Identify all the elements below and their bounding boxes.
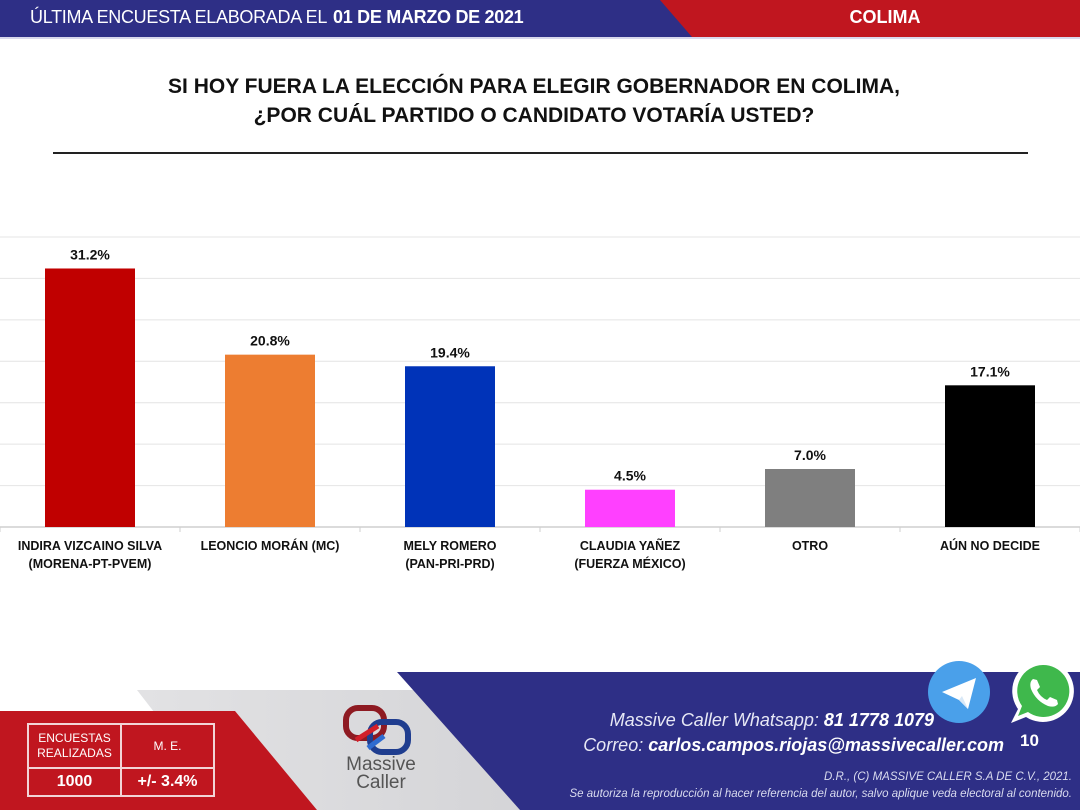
whatsapp-contact: Massive Caller Whatsapp: 81 1778 1079 [610,710,934,731]
header-divider [0,37,1080,39]
category-label: OTRO [792,539,828,553]
surveys-value: 1000 [27,767,122,797]
bar [945,385,1035,527]
header-state-panel [660,0,1080,37]
state-name: COLIMA [849,7,921,27]
bar-value-label: 4.5% [614,468,646,484]
bar [585,489,675,527]
whatsapp-label: Massive Caller Whatsapp: [609,710,819,730]
category-label: INDIRA VIZCAINO SILVA [18,539,162,553]
category-label: CLAUDIA YAÑEZ [580,538,681,553]
email-contact: Correo: carlos.campos.riojas@massivecall… [583,735,1004,756]
surveys-header-line-1: ENCUESTAS [38,731,111,745]
brand-name-line-1: Massive [346,754,416,775]
moe-value: +/- 3.4% [120,767,215,797]
brand-name-line-2: Caller [356,772,406,793]
bar-value-label: 20.8% [250,333,290,349]
survey-date-label: ÚLTIMA ENCUESTA ELABORADA EL 01 DE MARZO … [30,7,524,28]
whatsapp-icon[interactable] [1006,655,1080,729]
category-label: (PAN-PRI-PRD) [405,557,494,571]
whatsapp-number[interactable]: 81 1778 1079 [823,710,934,730]
category-labels: INDIRA VIZCAINO SILVA (MORENA-PT-PVEM) LEO… [18,538,1040,571]
bar [765,469,855,527]
telegram-icon[interactable] [926,659,992,725]
bar [225,354,315,527]
bar [45,268,135,527]
chart-title-line-2: ¿POR CUÁL PARTIDO O CANDIDATO VOTARÍA US… [253,104,815,127]
moe-header: M. E. [120,723,215,769]
bar-value-label: 7.0% [794,447,826,463]
chart-title: SI HOY FUERA LA ELECCIÓN PARA ELEGIR GOB… [0,72,1068,130]
bar [405,366,495,527]
massive-caller-logo-icon [343,705,411,755]
surveys-header-line-2: REALIZADAS [37,746,112,760]
bars [45,268,1035,527]
bar-chart: 31.2% 20.8% 19.4% 4.5% 7.0% 17.1% INDIRA VIZC… [0,236,1080,571]
survey-date: 01 DE MARZO DE 2021 [333,7,524,27]
category-label: MELY ROMERO [403,539,496,553]
email-label: Correo: [583,735,644,755]
bar-value-label: 17.1% [970,363,1010,379]
title-underline [53,152,1028,154]
category-label: (MORENA-PT-PVEM) [29,557,152,571]
survey-stats-table: ENCUESTAS REALIZADAS M. E. 1000 +/- 3.4% [27,723,215,797]
survey-date-prefix: ÚLTIMA ENCUESTA ELABORADA EL [30,7,328,27]
category-label: LEONCIO MORÁN (MC) [201,538,340,553]
category-label: AÚN NO DECIDE [940,538,1040,553]
reproduction-notice: Se autoriza la reproducción al hacer ref… [569,788,1072,800]
footer-blue-panel [397,672,1080,810]
bar-value-label: 19.4% [430,344,470,360]
surveys-header: ENCUESTAS REALIZADAS [27,723,122,769]
email-address[interactable]: carlos.campos.riojas@massivecaller.com [648,735,1004,755]
gridlines [0,236,1080,532]
copyright-notice: D.R., (C) MASSIVE CALLER S.A DE C.V., 20… [824,771,1072,783]
page-number: 10 [1020,731,1039,750]
chart-title-line-1: SI HOY FUERA LA ELECCIÓN PARA ELEGIR GOB… [168,75,900,98]
bar-value-label: 31.2% [70,246,110,262]
value-labels: 31.2% 20.8% 19.4% 4.5% 7.0% 17.1% [70,246,1010,483]
category-label: (FUERZA MÉXICO) [574,556,685,571]
